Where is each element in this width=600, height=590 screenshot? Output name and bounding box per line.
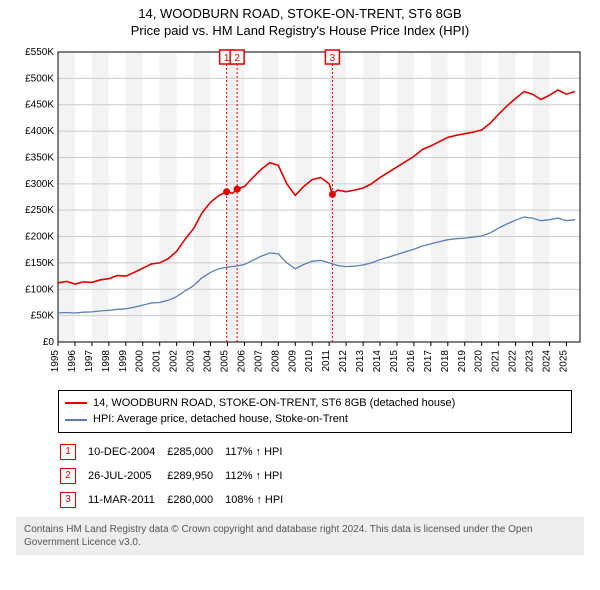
- svg-text:1: 1: [224, 53, 230, 64]
- svg-text:2: 2: [234, 53, 240, 64]
- svg-text:2004: 2004: [203, 349, 214, 372]
- svg-text:1997: 1997: [84, 349, 95, 372]
- table-row: 1 10-DEC-2004 £285,000 117% ↑ HPI: [60, 441, 293, 463]
- svg-text:£400K: £400K: [25, 126, 54, 137]
- sale-price: £280,000: [167, 489, 223, 511]
- price-chart: £0 £50K £100K £150K £200K £250K £300K £350K £400…: [8, 44, 592, 384]
- svg-text:£200K: £200K: [25, 231, 54, 242]
- sale-date: 10-DEC-2004: [88, 441, 165, 463]
- svg-text:2023: 2023: [525, 349, 536, 372]
- title-line-2: Price paid vs. HM Land Registry's House …: [8, 23, 592, 40]
- legend-swatch: [65, 419, 87, 421]
- svg-text:3: 3: [330, 53, 336, 64]
- title-line-1: 14, WOODBURN ROAD, STOKE-ON-TRENT, ST6 8…: [8, 6, 592, 23]
- svg-text:2013: 2013: [355, 349, 366, 372]
- svg-text:2021: 2021: [491, 349, 502, 372]
- sale-marker-icon: 2: [60, 468, 76, 484]
- legend-item: HPI: Average price, detached house, Stok…: [65, 411, 565, 428]
- svg-text:2008: 2008: [270, 349, 281, 372]
- sale-pct: 108% ↑ HPI: [225, 489, 293, 511]
- svg-text:£450K: £450K: [25, 100, 54, 111]
- svg-text:1996: 1996: [67, 349, 78, 372]
- svg-text:2017: 2017: [423, 349, 434, 372]
- legend-item: 14, WOODBURN ROAD, STOKE-ON-TRENT, ST6 8…: [65, 395, 565, 412]
- svg-text:£50K: £50K: [31, 310, 55, 321]
- svg-text:2009: 2009: [287, 349, 298, 372]
- legend-swatch: [65, 402, 87, 404]
- svg-text:2022: 2022: [508, 349, 519, 372]
- svg-text:2025: 2025: [558, 349, 569, 372]
- svg-text:£250K: £250K: [25, 205, 54, 216]
- legend-label: HPI: Average price, detached house, Stok…: [93, 411, 348, 428]
- legend-label: 14, WOODBURN ROAD, STOKE-ON-TRENT, ST6 8…: [93, 395, 455, 412]
- sale-date: 11-MAR-2011: [88, 489, 165, 511]
- svg-text:£150K: £150K: [25, 258, 54, 269]
- svg-text:2015: 2015: [389, 349, 400, 372]
- svg-text:2005: 2005: [219, 349, 230, 372]
- legend: 14, WOODBURN ROAD, STOKE-ON-TRENT, ST6 8…: [58, 390, 572, 433]
- svg-text:£500K: £500K: [25, 73, 54, 84]
- sale-marker-icon: 1: [60, 444, 76, 460]
- svg-text:2010: 2010: [304, 349, 315, 372]
- svg-text:2011: 2011: [321, 349, 332, 371]
- svg-text:1998: 1998: [101, 349, 112, 372]
- svg-text:2020: 2020: [474, 349, 485, 372]
- svg-text:2018: 2018: [440, 349, 451, 372]
- svg-text:2012: 2012: [338, 349, 349, 372]
- svg-text:2003: 2003: [186, 349, 197, 372]
- svg-text:£550K: £550K: [25, 47, 54, 58]
- svg-text:2002: 2002: [169, 349, 180, 372]
- sale-price: £285,000: [167, 441, 223, 463]
- svg-text:£300K: £300K: [25, 179, 54, 190]
- sale-pct: 112% ↑ HPI: [225, 465, 293, 487]
- sale-price: £289,950: [167, 465, 223, 487]
- sale-pct: 117% ↑ HPI: [225, 441, 293, 463]
- footer-attribution: Contains HM Land Registry data © Crown c…: [16, 517, 584, 555]
- svg-text:£0: £0: [43, 337, 55, 348]
- svg-text:1995: 1995: [50, 349, 61, 372]
- svg-text:£350K: £350K: [25, 152, 54, 163]
- svg-text:2016: 2016: [406, 349, 417, 372]
- svg-text:2014: 2014: [372, 349, 383, 372]
- svg-text:1999: 1999: [118, 349, 129, 372]
- svg-text:2006: 2006: [236, 349, 247, 372]
- svg-text:£100K: £100K: [25, 284, 54, 295]
- svg-text:2024: 2024: [541, 349, 552, 372]
- table-row: 3 11-MAR-2011 £280,000 108% ↑ HPI: [60, 489, 293, 511]
- sale-date: 26-JUL-2005: [88, 465, 165, 487]
- svg-text:2019: 2019: [457, 349, 468, 372]
- sales-table: 1 10-DEC-2004 £285,000 117% ↑ HPI 2 26-J…: [58, 439, 295, 513]
- svg-text:2000: 2000: [135, 349, 146, 372]
- sale-marker-icon: 3: [60, 492, 76, 508]
- chart-svg: £0 £50K £100K £150K £200K £250K £300K £350K £400…: [8, 44, 592, 384]
- svg-text:2001: 2001: [152, 349, 163, 372]
- svg-text:2007: 2007: [253, 349, 264, 372]
- chart-title-block: 14, WOODBURN ROAD, STOKE-ON-TRENT, ST6 8…: [8, 6, 592, 40]
- table-row: 2 26-JUL-2005 £289,950 112% ↑ HPI: [60, 465, 293, 487]
